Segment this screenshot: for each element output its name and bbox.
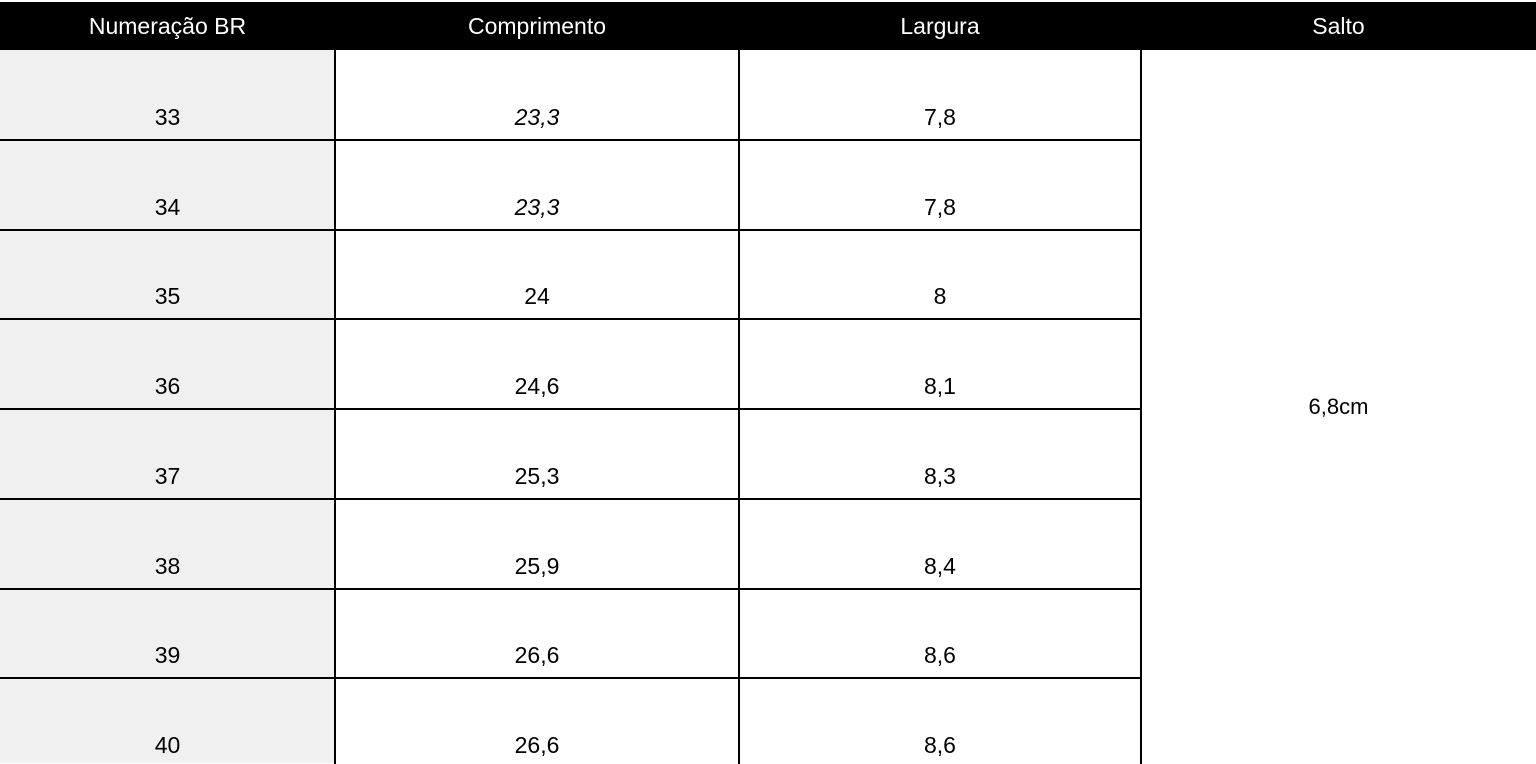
row-divider	[0, 318, 1141, 320]
table-cell: 24	[524, 283, 550, 309]
column-header: Salto	[1312, 13, 1365, 39]
table-cell: 8,6	[924, 732, 956, 758]
heel-height: 6,8cm	[1308, 394, 1369, 419]
table-cell: 38	[154, 553, 181, 579]
table-cell: 26,6	[514, 642, 560, 668]
table-cell: 8,4	[924, 553, 956, 579]
table-cell: 8,6	[924, 642, 956, 668]
table-cell: 24,6	[514, 373, 560, 399]
column-divider	[1140, 50, 1142, 764]
table-cell: 7,8	[924, 194, 956, 220]
row-divider	[0, 229, 1141, 231]
column-divider	[334, 50, 336, 764]
table-cell: 7,8	[924, 104, 956, 130]
table-cell: 25,9	[514, 553, 560, 579]
column-header: Largura	[900, 13, 980, 39]
table-cell: 33	[154, 104, 181, 130]
table-cell: 8,3	[924, 463, 956, 489]
column-header: Comprimento	[467, 13, 607, 39]
header-bar	[0, 2, 1536, 50]
row-divider	[0, 408, 1141, 410]
column-divider	[738, 50, 740, 764]
row-divider	[0, 677, 1141, 679]
table-cell: 25,3	[514, 463, 560, 489]
row-divider	[0, 139, 1141, 141]
table-cell: 36	[154, 373, 181, 399]
row-divider	[0, 498, 1141, 500]
column-header: Numeração BR	[88, 13, 247, 39]
table-cell: 8	[933, 283, 947, 309]
table-cell: 37	[154, 463, 181, 489]
row-divider	[0, 588, 1141, 590]
first-column-shade	[0, 50, 335, 763]
table-cell: 35	[154, 283, 181, 309]
table-cell: 23,3	[514, 104, 560, 130]
table-cell: 34	[154, 194, 181, 220]
table-cell: 8,1	[924, 373, 956, 399]
table-cell: 26,6	[514, 732, 560, 758]
table-cell: 40	[154, 732, 181, 758]
table-cell: 39	[154, 642, 181, 668]
table-cell: 23,3	[514, 194, 560, 220]
